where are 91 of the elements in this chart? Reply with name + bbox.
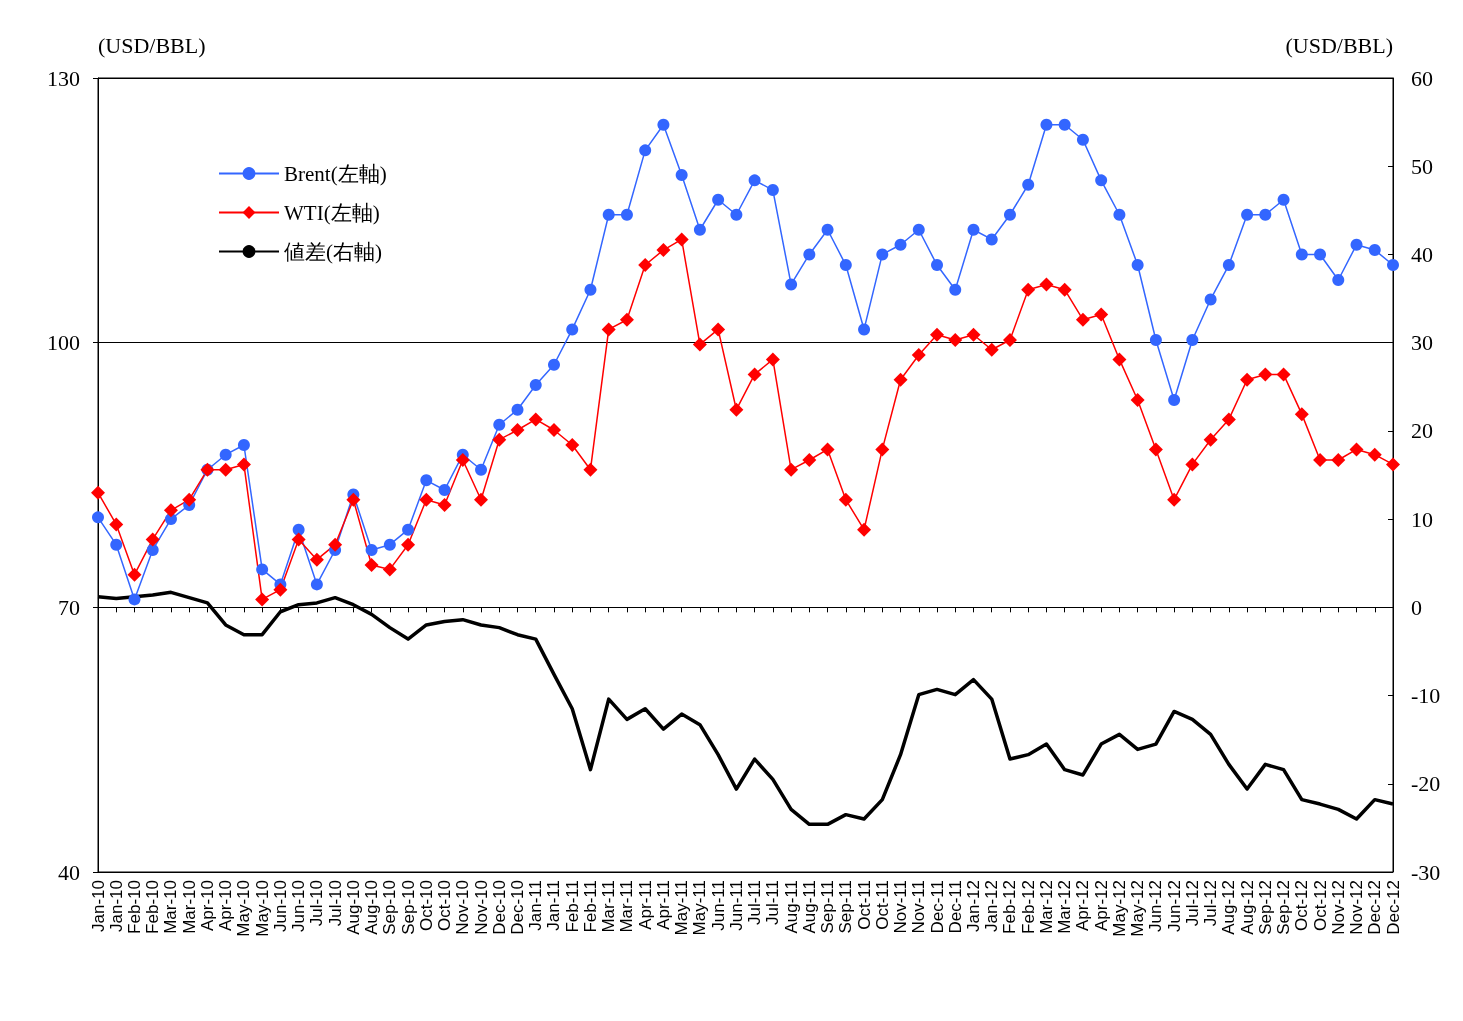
x-tick-label: Apr-12 <box>1073 880 1093 932</box>
x-tick-label: Oct-12 <box>1292 880 1312 932</box>
y2-tick-label: 20 <box>1411 418 1433 444</box>
x-tick-label: Aug-10 <box>343 880 363 935</box>
x-tick-label: Nov-11 <box>891 880 911 934</box>
x-tick-label: Sep-10 <box>398 880 418 935</box>
x-tick-label: Jan-12 <box>963 880 983 932</box>
y2-tick-label: -10 <box>1411 683 1441 709</box>
x-tick-label: Dec-12 <box>1383 880 1403 935</box>
x-tick-label: Jul-10 <box>307 880 327 927</box>
x-tick-label: Mar-12 <box>1055 880 1075 934</box>
x-tick-label: Nov-11 <box>909 880 929 934</box>
x-tick-label: Jan-10 <box>88 880 108 932</box>
y2-tick-label: 30 <box>1411 330 1433 356</box>
x-tick-label: Sep-12 <box>1255 880 1275 935</box>
x-tick-label: Aug-11 <box>799 880 819 934</box>
x-tick-label: Oct-11 <box>854 880 874 930</box>
x-tick-label: Dec-11 <box>945 880 965 934</box>
y2-tick-label: 0 <box>1411 594 1422 620</box>
x-tick-label: Nov-10 <box>471 880 491 935</box>
x-tick-label: Mar-10 <box>161 880 181 934</box>
x-tick-label: Nov-12 <box>1328 880 1348 935</box>
x-tick-label: Jun-11 <box>708 880 728 931</box>
y2-axis-title: (USD/BBL) <box>1285 32 1393 58</box>
x-tick-label: May-11 <box>690 880 710 936</box>
x-tick-label: Feb-10 <box>143 880 163 934</box>
x-tick-label: Sep-11 <box>818 880 838 934</box>
y-tick-label: 130 <box>47 65 80 91</box>
x-tick-label: May-12 <box>1128 880 1148 937</box>
x-tick-label: Jan-11 <box>544 880 564 931</box>
x-tick-label: Dec-10 <box>489 880 509 935</box>
x-tick-label: Feb-11 <box>580 880 600 933</box>
x-tick-label: Jan-12 <box>982 880 1002 932</box>
x-tick-label: Mar-10 <box>179 880 199 934</box>
y2-tick-label: -30 <box>1411 859 1441 885</box>
x-tick-label: Jul-11 <box>763 880 783 926</box>
x-tick-label: Sep-12 <box>1274 880 1294 935</box>
x-tick-label: Sep-11 <box>836 880 856 934</box>
x-tick-label: Feb-12 <box>1018 880 1038 934</box>
x-tick-label: May-11 <box>672 880 692 936</box>
legend-label: Brent(左軸) <box>284 161 387 186</box>
x-tick-label: Mar-12 <box>1036 880 1056 934</box>
y2-tick-label: -20 <box>1411 771 1441 797</box>
x-tick-label: Aug-12 <box>1237 880 1257 935</box>
x-tick-label: Nov-12 <box>1347 880 1367 935</box>
x-tick-label: Jul-12 <box>1201 880 1221 927</box>
x-tick-label: Jun-12 <box>1164 880 1184 932</box>
x-tick-label: Dec-11 <box>927 880 947 934</box>
x-tick-label: Jul-12 <box>1182 880 1202 927</box>
x-tick-label: May-10 <box>252 880 272 937</box>
x-tick-label: Jun-10 <box>289 880 309 932</box>
x-tick-label: Apr-12 <box>1091 880 1111 932</box>
x-tick-label: Jul-11 <box>745 880 765 926</box>
x-tick-label: Jul-10 <box>325 880 345 927</box>
x-tick-label: Jan-11 <box>526 880 546 931</box>
x-tick-label: Aug-10 <box>362 880 382 935</box>
y2-tick-label: 50 <box>1411 153 1433 179</box>
y2-tick-label: 10 <box>1411 506 1433 532</box>
x-tick-label: Oct-12 <box>1310 880 1330 932</box>
x-tick-label: Dec-12 <box>1365 880 1385 935</box>
x-tick-label: Sep-10 <box>380 880 400 935</box>
legend-label: 値差(右軸) <box>284 239 382 264</box>
y2-tick-label: 40 <box>1411 241 1433 267</box>
x-tick-label: Apr-10 <box>216 880 236 932</box>
x-tick-label: Aug-11 <box>781 880 801 934</box>
x-tick-label: Nov-10 <box>453 880 473 935</box>
x-tick-label: May-12 <box>1109 880 1129 937</box>
x-tick-label: Jun-10 <box>270 880 290 932</box>
y-tick-label: 40 <box>58 859 80 885</box>
x-tick-label: Feb-12 <box>1000 880 1020 934</box>
x-tick-label: Feb-11 <box>562 880 582 933</box>
x-tick-label: Mar-11 <box>617 880 637 933</box>
x-tick-label: Feb-10 <box>124 880 144 934</box>
x-tick-label: Jan-10 <box>106 880 126 932</box>
x-tick-label: Oct-11 <box>872 880 892 930</box>
x-tick-label: Oct-10 <box>416 880 436 932</box>
x-tick-label: Mar-11 <box>599 880 619 933</box>
x-tick-label: Apr-11 <box>635 880 655 930</box>
y-tick-label: 70 <box>58 594 80 620</box>
y-tick-label: 100 <box>47 330 80 356</box>
x-tick-label: Oct-10 <box>435 880 455 932</box>
x-tick-label: Dec-10 <box>508 880 528 935</box>
x-tick-label: Jun-11 <box>726 880 746 931</box>
x-tick-label: Apr-10 <box>197 880 217 932</box>
legend-label: WTI(左軸) <box>284 200 380 225</box>
x-tick-label: May-10 <box>234 880 254 937</box>
y-axis-title: (USD/BBL) <box>98 32 206 58</box>
y2-tick-label: 60 <box>1411 65 1433 91</box>
x-tick-label: Jun-12 <box>1146 880 1166 932</box>
x-tick-label: Apr-11 <box>653 880 673 930</box>
x-tick-label: Aug-12 <box>1219 880 1239 935</box>
